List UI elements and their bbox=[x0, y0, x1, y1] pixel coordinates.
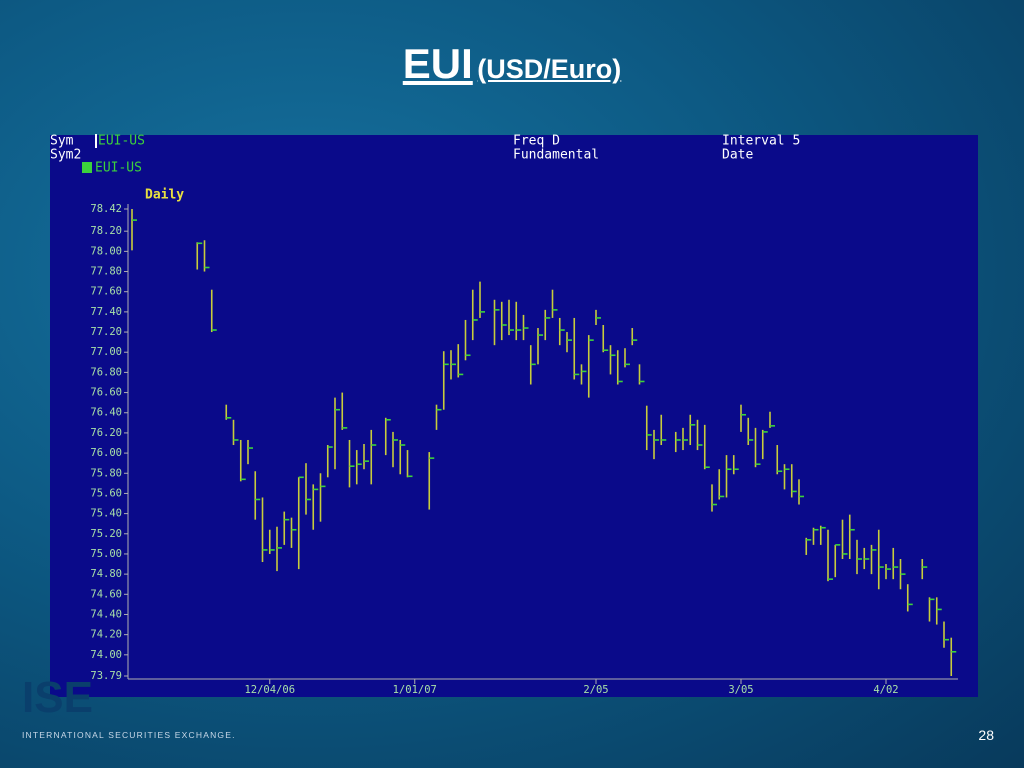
y-tick-label: 74.80 bbox=[90, 568, 122, 580]
subtitle: (USD/Euro) bbox=[477, 54, 622, 84]
y-tick-label: 76.40 bbox=[90, 407, 122, 419]
y-tick-label: 74.00 bbox=[90, 649, 122, 661]
header-mode: Fundamental bbox=[513, 148, 599, 163]
header-date: Date bbox=[722, 148, 753, 163]
chart-panel bbox=[50, 135, 978, 697]
header-freq: Freq D bbox=[513, 134, 560, 149]
y-tick-label: 77.60 bbox=[90, 286, 122, 298]
y-tick-label: 75.20 bbox=[90, 528, 122, 540]
y-tick-label: 74.20 bbox=[90, 629, 122, 641]
x-tick-label: 3/05 bbox=[728, 684, 753, 696]
y-tick-label: 76.80 bbox=[90, 366, 122, 378]
header-sym-label: Sym bbox=[50, 134, 74, 149]
header-sym: EUI-US bbox=[98, 134, 145, 149]
y-tick-label: 76.20 bbox=[90, 427, 122, 439]
y-tick-label: 77.00 bbox=[90, 346, 122, 358]
header-sym2-label: Sym2 bbox=[50, 148, 81, 163]
chart-title: Daily bbox=[145, 188, 184, 203]
y-tick-label: 75.80 bbox=[90, 467, 122, 479]
cursor bbox=[95, 134, 97, 148]
y-tick-label: 76.00 bbox=[90, 447, 122, 459]
x-tick-label: 1/01/07 bbox=[393, 684, 437, 696]
footer: INTERNATIONAL SECURITIES EXCHANGE. bbox=[22, 730, 236, 740]
y-tick-label: 78.42 bbox=[90, 203, 122, 215]
y-tick-label: 75.40 bbox=[90, 508, 122, 520]
y-tick-label: 75.60 bbox=[90, 487, 122, 499]
y-tick-label: 77.20 bbox=[90, 326, 122, 338]
y-tick-label: 78.20 bbox=[90, 225, 122, 237]
x-tick-label: 12/04/06 bbox=[244, 684, 295, 696]
y-tick-label: 73.79 bbox=[90, 670, 122, 682]
y-tick-label: 78.00 bbox=[90, 245, 122, 257]
y-tick-label: 74.40 bbox=[90, 608, 122, 620]
legend-swatch bbox=[82, 162, 92, 173]
slide-title: EUI (USD/Euro) bbox=[0, 40, 1024, 88]
x-tick-label: 4/02 bbox=[873, 684, 898, 696]
header-interval: Interval 5 bbox=[722, 134, 800, 149]
header-sym2: EUI-US bbox=[95, 161, 142, 176]
title: EUI bbox=[402, 40, 473, 87]
logo: ISE bbox=[22, 673, 93, 722]
y-tick-label: 77.80 bbox=[90, 266, 122, 278]
x-tick-label: 2/05 bbox=[583, 684, 608, 696]
y-tick-label: 76.60 bbox=[90, 387, 122, 399]
y-tick-label: 77.40 bbox=[90, 306, 122, 318]
y-tick-label: 74.60 bbox=[90, 588, 122, 600]
y-tick-label: 75.00 bbox=[90, 548, 122, 560]
page-number: 28 bbox=[978, 727, 994, 743]
